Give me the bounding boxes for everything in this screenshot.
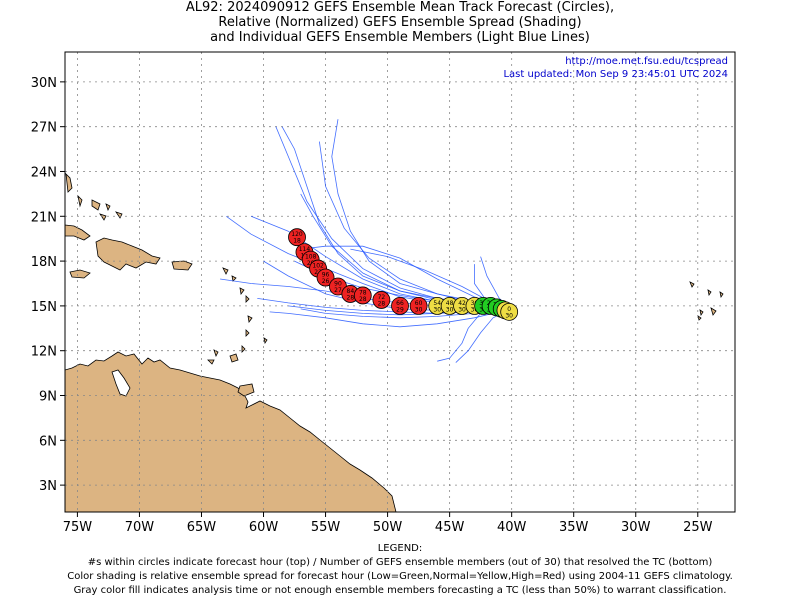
lesser-antilles-islands — [207, 267, 268, 365]
puerto-rico-island — [171, 260, 193, 271]
hispaniola-island — [95, 237, 161, 271]
lat-label: 12N — [31, 345, 57, 360]
title-line-3: and Individual GEFS Ensemble Members (Li… — [210, 30, 590, 45]
credit-updated: Last updated: Mon Sep 9 23:45:01 UTC 202… — [503, 69, 728, 80]
bahamas-islands — [65, 172, 123, 221]
lat-label: 6N — [39, 434, 57, 449]
cape-verde-islands — [689, 281, 724, 321]
ensemble-mean-track: 1201811419108201022296269027842878287228… — [288, 228, 519, 321]
lat-label: 27N — [31, 121, 57, 136]
forecast-hour-label: 66 — [396, 300, 404, 307]
member-count-label: 30 — [446, 306, 454, 313]
member-count-label: 30 — [458, 306, 466, 313]
jamaica-island — [69, 269, 91, 279]
forecast-hour-label: 78 — [359, 289, 367, 296]
member-track-line — [300, 245, 512, 310]
mean-track-circle — [353, 286, 372, 305]
south-america-landmass — [65, 351, 397, 512]
legend-heading: LEGEND: — [377, 543, 423, 554]
lake-maracaibo — [111, 369, 131, 397]
lon-label: 25W — [683, 520, 713, 535]
lon-label: 50W — [373, 520, 403, 535]
mean-track-circle — [391, 296, 409, 315]
forecast-hour-label: 102 — [312, 263, 324, 270]
lon-label: 60W — [249, 520, 279, 535]
lon-label: 35W — [559, 520, 589, 535]
lon-label: 75W — [63, 520, 93, 535]
mean-track-circle — [372, 291, 391, 309]
legend-line-3: Gray color fill indicates analysis time … — [73, 585, 727, 596]
forecast-hour-label: 54 — [433, 300, 441, 307]
mean-track-circle — [409, 296, 428, 315]
member-count-label: 30 — [505, 312, 513, 319]
lon-label: 65W — [187, 520, 217, 535]
trinidad-island — [237, 383, 255, 397]
axis-labels: 30N 27N 24N 21N 18N 15N 12N 9N 6N 3N 75W 70W 65W 60W 5… — [31, 76, 713, 535]
lat-label: 21N — [31, 210, 57, 225]
member-count-label: 27 — [334, 287, 342, 294]
lon-label: 45W — [435, 520, 465, 535]
forecast-hour-label: 0 — [507, 306, 511, 313]
mean-track-circle — [500, 302, 519, 321]
forecast-hour-label: 84 — [347, 288, 355, 295]
member-count-label: 28 — [347, 294, 355, 301]
member-count-label: 30 — [433, 306, 441, 313]
forecast-hour-label: 108 — [305, 254, 317, 261]
forecast-hour-label: 36 — [471, 300, 479, 307]
forecast-hour-label: 96 — [322, 272, 330, 279]
member-count-label: 30 — [471, 306, 479, 313]
member-count-label: 29 — [396, 306, 404, 313]
title-line-2: Relative (Normalized) GEFS Ensemble Spre… — [218, 15, 582, 30]
lon-label: 70W — [125, 520, 155, 535]
lat-label: 18N — [31, 255, 57, 270]
forecast-hour-label: 48 — [446, 300, 454, 307]
title-line-1: AL92: 2024090912 GEFS Ensemble Mean Trac… — [185, 0, 615, 15]
forecast-hour-label: 114 — [299, 246, 311, 253]
lat-label: 3N — [39, 479, 57, 494]
lon-label: 30W — [621, 520, 651, 535]
lat-label: 9N — [39, 390, 57, 405]
member-count-label: 18 — [293, 238, 301, 245]
lat-label: 30N — [31, 76, 57, 91]
member-track-line — [269, 308, 512, 328]
credit-url[interactable]: http://moe.met.fsu.edu/tcspread — [565, 56, 728, 67]
forecast-hour-label: 42 — [458, 300, 466, 307]
mean-track-circle — [288, 228, 306, 247]
lat-label: 15N — [31, 300, 57, 315]
legend-line-1: #s within circles indicate forecast hour… — [87, 557, 713, 568]
forecast-hour-label: 120 — [291, 231, 303, 238]
lon-label: 55W — [311, 520, 341, 535]
lon-label: 40W — [497, 520, 527, 535]
member-count-label: 30 — [415, 306, 423, 313]
map-frame — [64, 51, 736, 513]
mean-track-circle — [316, 268, 335, 287]
lat-label: 24N — [31, 165, 57, 180]
forecast-hour-label: 60 — [415, 300, 423, 307]
legend-line-2: Color shading is relative ensemble sprea… — [67, 571, 733, 582]
forecast-hour-label: 90 — [334, 280, 342, 287]
track-map: 1201811419108201022296269027842878287228… — [31, 51, 736, 535]
member-count-label: 28 — [359, 296, 367, 303]
member-count-label: 28 — [378, 300, 386, 307]
member-count-label: 26 — [322, 278, 330, 285]
forecast-hour-label: 72 — [378, 294, 386, 301]
